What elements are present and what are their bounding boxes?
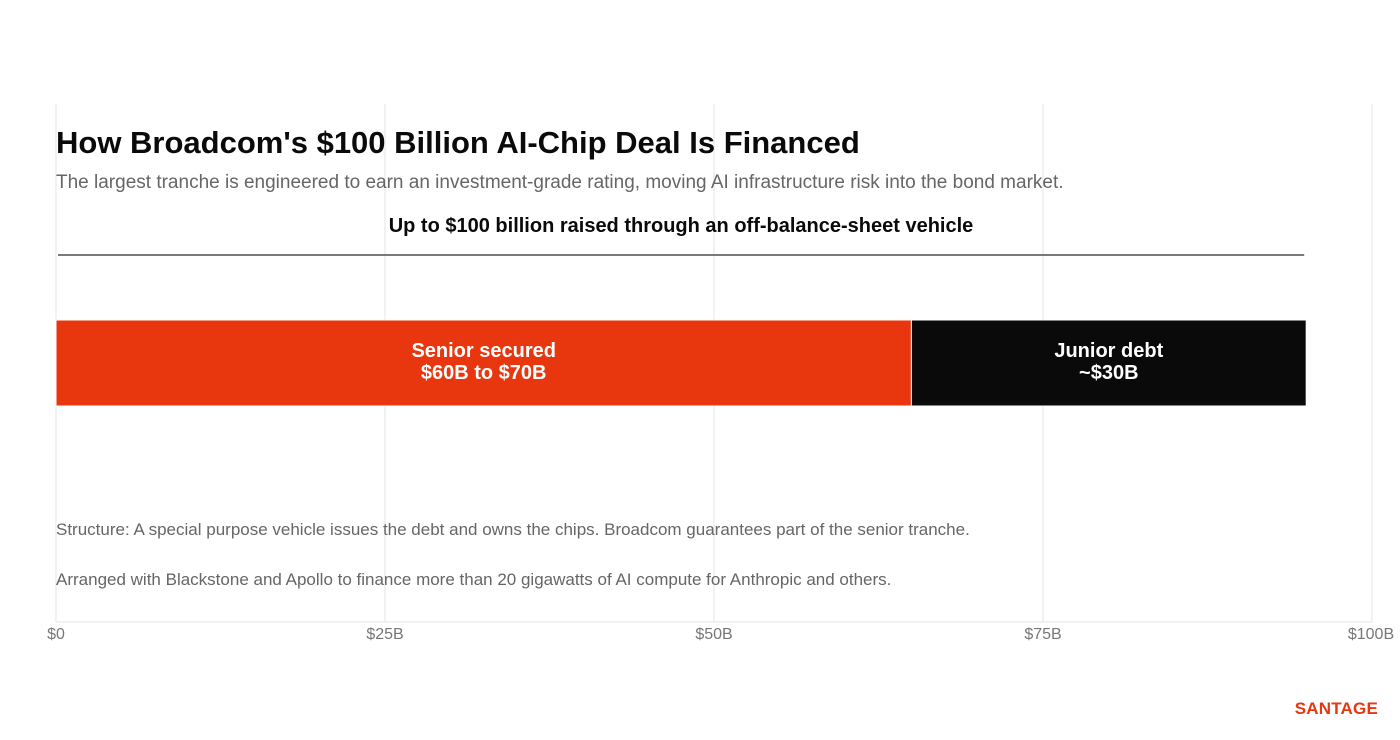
bar-segment-junior-debt: [910, 319, 1307, 407]
x-tick-label-0: $0: [47, 626, 65, 643]
segment-name-senior-secured: Senior secured: [411, 340, 556, 362]
chart-title: How Broadcom's $100 Billion AI-Chip Deal…: [56, 125, 860, 160]
x-tick-label-2: $50B: [695, 626, 732, 643]
chart-subtitle: The largest tranche is engineered to ear…: [56, 172, 1064, 193]
bracket-label: Up to $100 billion raised through an off…: [388, 215, 974, 237]
x-axis-ticks: $0 $25B $50B $75B $100B: [47, 626, 1394, 643]
segment-value-senior-secured: $60B to $70B: [421, 362, 547, 384]
partners-note: Arranged with Blackstone and Apollo to f…: [56, 570, 892, 589]
x-tick-label-1: $25B: [366, 626, 403, 643]
segment-value-junior-debt: ~$30B: [1079, 362, 1139, 384]
structure-note: Structure: A special purpose vehicle iss…: [56, 520, 970, 539]
x-tick-label-3: $75B: [1024, 626, 1061, 643]
segment-name-junior-debt: Junior debt: [1054, 340, 1163, 362]
x-tick-label-4: $100B: [1348, 626, 1394, 643]
bar-segment-senior-secured: [55, 319, 912, 407]
stacked-bar: Senior secured$60B to $70B Junior debt~$3…: [55, 319, 1307, 407]
brand-logo-text: SANTAGE: [1294, 699, 1378, 718]
